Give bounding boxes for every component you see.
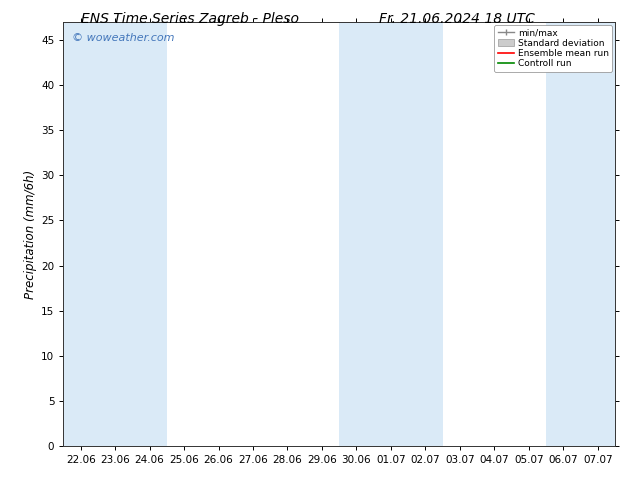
Legend: min/max, Standard deviation, Ensemble mean run, Controll run: min/max, Standard deviation, Ensemble me…	[494, 25, 612, 72]
Text: ENS Time Series Zagreb - Pleso: ENS Time Series Zagreb - Pleso	[81, 12, 299, 26]
Text: Fr. 21.06.2024 18 UTC: Fr. 21.06.2024 18 UTC	[378, 12, 534, 26]
Text: © woweather.com: © woweather.com	[72, 33, 174, 43]
Bar	[339, 22, 443, 446]
Y-axis label: Precipitation (mm/6h): Precipitation (mm/6h)	[24, 170, 37, 298]
Bar	[63, 22, 167, 446]
Bar	[546, 22, 615, 446]
